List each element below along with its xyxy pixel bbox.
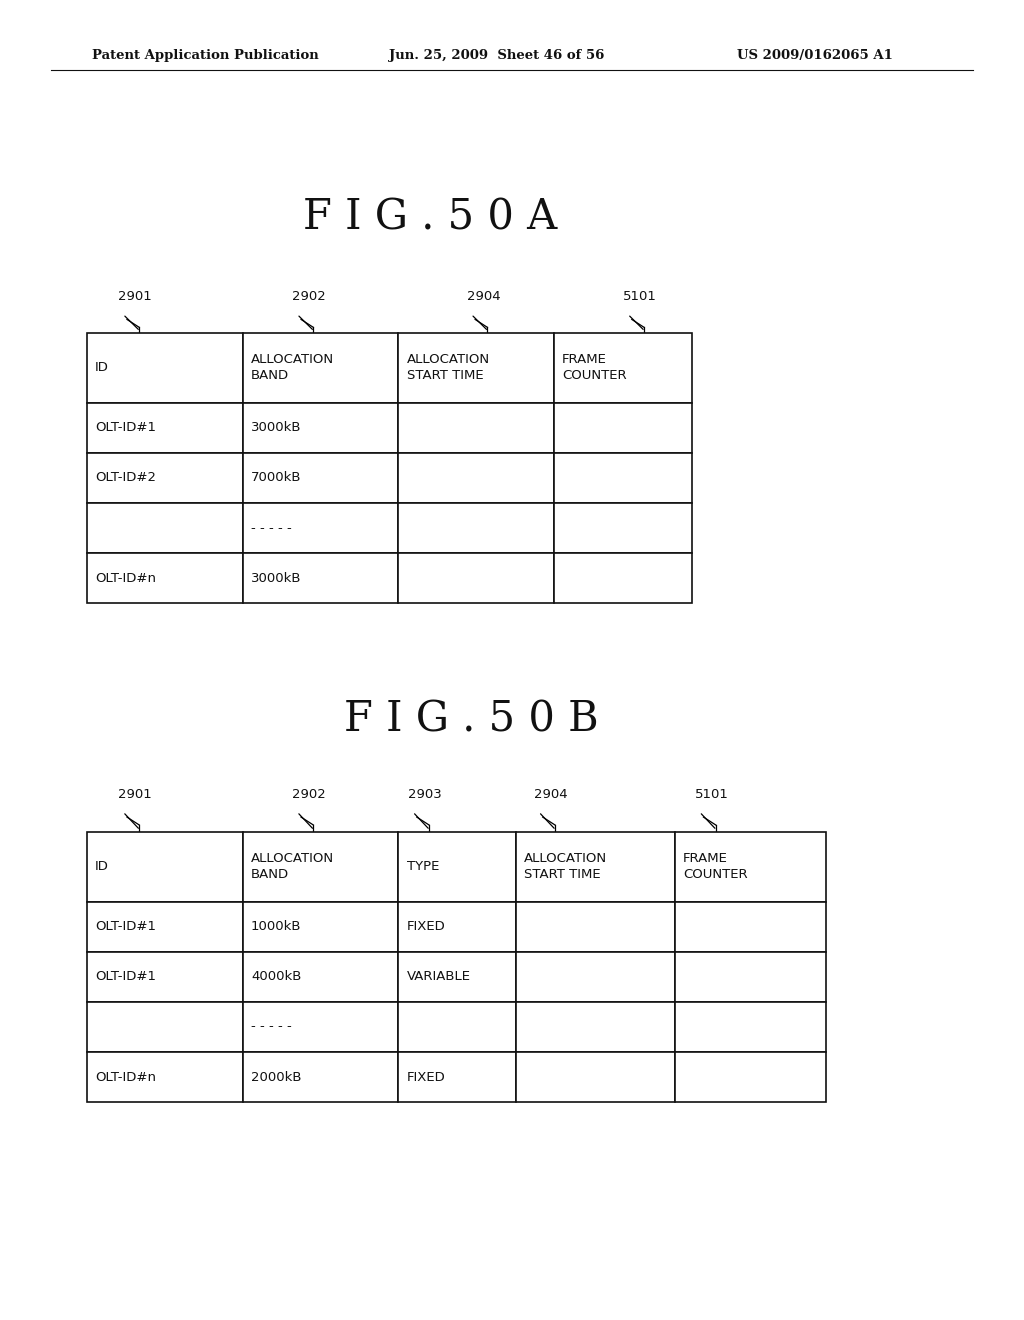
Bar: [554, 503, 692, 553]
Bar: [675, 902, 826, 952]
Bar: [243, 1052, 398, 1102]
Bar: [87, 333, 243, 403]
Text: ALLOCATION
START TIME: ALLOCATION START TIME: [524, 853, 607, 880]
Text: 5101: 5101: [623, 290, 657, 304]
Bar: [243, 403, 398, 453]
Text: 5101: 5101: [694, 788, 729, 801]
Bar: [87, 453, 243, 503]
Text: 2901: 2901: [119, 788, 152, 801]
Bar: [398, 1052, 516, 1102]
Text: 2901: 2901: [119, 290, 152, 304]
Bar: [243, 453, 398, 503]
Bar: [554, 403, 692, 453]
Text: OLT-ID#1: OLT-ID#1: [95, 421, 157, 434]
Text: OLT-ID#n: OLT-ID#n: [95, 572, 157, 585]
Bar: [675, 1052, 826, 1102]
Text: - - - - -: - - - - -: [251, 521, 292, 535]
Bar: [398, 453, 554, 503]
Text: 2000kB: 2000kB: [251, 1071, 301, 1084]
Bar: [87, 553, 243, 603]
Bar: [516, 1052, 675, 1102]
Text: 2903: 2903: [409, 788, 441, 801]
Text: 2902: 2902: [293, 290, 326, 304]
Text: Patent Application Publication: Patent Application Publication: [92, 49, 318, 62]
Bar: [243, 952, 398, 1002]
Bar: [87, 1052, 243, 1102]
Text: OLT-ID#n: OLT-ID#n: [95, 1071, 157, 1084]
Bar: [516, 832, 675, 902]
Bar: [87, 902, 243, 952]
Bar: [398, 503, 554, 553]
Bar: [243, 832, 398, 902]
Bar: [398, 553, 554, 603]
Bar: [398, 1002, 516, 1052]
Bar: [243, 553, 398, 603]
Text: VARIABLE: VARIABLE: [407, 970, 471, 983]
Text: Jun. 25, 2009  Sheet 46 of 56: Jun. 25, 2009 Sheet 46 of 56: [389, 49, 604, 62]
Bar: [398, 403, 554, 453]
Text: 4000kB: 4000kB: [251, 970, 301, 983]
Bar: [554, 553, 692, 603]
Text: ALLOCATION
BAND: ALLOCATION BAND: [251, 354, 334, 381]
Text: FIXED: FIXED: [407, 920, 445, 933]
Bar: [516, 1002, 675, 1052]
Bar: [398, 952, 516, 1002]
Text: ALLOCATION
START TIME: ALLOCATION START TIME: [407, 354, 489, 381]
Bar: [243, 503, 398, 553]
Text: 3000kB: 3000kB: [251, 421, 301, 434]
Text: F I G . 5 0 B: F I G . 5 0 B: [344, 698, 598, 741]
Text: ID: ID: [95, 861, 110, 873]
Text: ID: ID: [95, 362, 110, 374]
Text: OLT-ID#2: OLT-ID#2: [95, 471, 157, 484]
Text: 2904: 2904: [535, 788, 567, 801]
Text: FRAME
COUNTER: FRAME COUNTER: [562, 354, 627, 381]
Bar: [675, 832, 826, 902]
Text: 1000kB: 1000kB: [251, 920, 301, 933]
Text: - - - - -: - - - - -: [251, 1020, 292, 1034]
Text: FRAME
COUNTER: FRAME COUNTER: [683, 853, 748, 880]
Bar: [87, 952, 243, 1002]
Bar: [87, 403, 243, 453]
Bar: [675, 1002, 826, 1052]
Bar: [516, 952, 675, 1002]
Text: US 2009/0162065 A1: US 2009/0162065 A1: [737, 49, 893, 62]
Text: OLT-ID#1: OLT-ID#1: [95, 970, 157, 983]
Text: 2904: 2904: [467, 290, 500, 304]
Bar: [87, 503, 243, 553]
Text: TYPE: TYPE: [407, 861, 439, 873]
Bar: [87, 832, 243, 902]
Bar: [398, 333, 554, 403]
Bar: [243, 333, 398, 403]
Text: FIXED: FIXED: [407, 1071, 445, 1084]
Bar: [554, 333, 692, 403]
Text: OLT-ID#1: OLT-ID#1: [95, 920, 157, 933]
Bar: [398, 832, 516, 902]
Bar: [516, 902, 675, 952]
Text: 7000kB: 7000kB: [251, 471, 301, 484]
Text: 3000kB: 3000kB: [251, 572, 301, 585]
Text: ALLOCATION
BAND: ALLOCATION BAND: [251, 853, 334, 880]
Bar: [87, 1002, 243, 1052]
Bar: [243, 1002, 398, 1052]
Bar: [398, 902, 516, 952]
Text: 2902: 2902: [293, 788, 326, 801]
Bar: [554, 453, 692, 503]
Bar: [243, 902, 398, 952]
Text: F I G . 5 0 A: F I G . 5 0 A: [303, 197, 557, 239]
Bar: [675, 952, 826, 1002]
